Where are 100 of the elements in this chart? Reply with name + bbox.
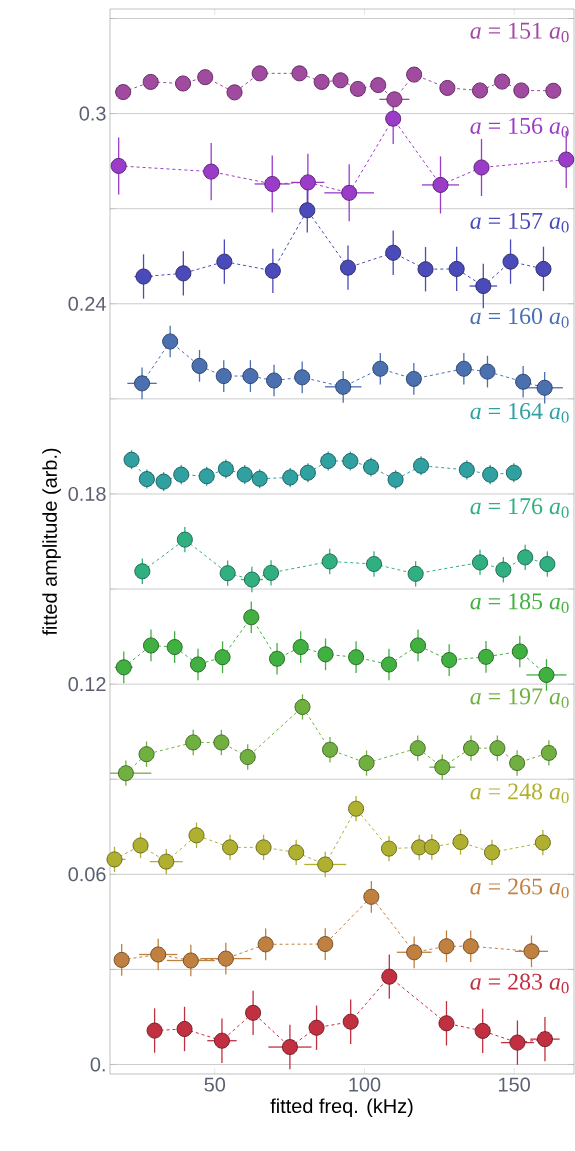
point: [348, 649, 365, 666]
point: [299, 464, 316, 481]
point: [432, 176, 449, 193]
point: [245, 1004, 262, 1021]
point: [313, 73, 330, 90]
point: [216, 253, 233, 270]
point: [288, 844, 305, 861]
point: [441, 652, 458, 669]
point: [134, 563, 151, 580]
point: [455, 360, 472, 377]
point: [251, 470, 268, 487]
point: [517, 549, 534, 566]
point: [363, 459, 380, 476]
point: [191, 357, 208, 374]
point: [219, 565, 236, 582]
y-axis-title: fitted amplitude (arb.): [42, 448, 61, 636]
point: [448, 260, 465, 277]
point: [439, 79, 456, 96]
point: [545, 82, 562, 99]
point: [342, 1013, 359, 1030]
point: [513, 82, 530, 99]
point: [321, 553, 338, 570]
point: [475, 278, 492, 295]
point: [386, 91, 403, 108]
point: [381, 656, 397, 673]
point: [146, 1022, 163, 1039]
point: [385, 244, 402, 261]
point: [132, 837, 149, 854]
point: [226, 84, 243, 101]
point: [473, 159, 490, 176]
point: [366, 556, 383, 573]
point: [264, 175, 281, 192]
point: [438, 938, 455, 955]
point: [299, 174, 316, 191]
point: [176, 531, 193, 548]
point: [162, 333, 179, 350]
series-label: a = 283 a$_{0}$: [470, 973, 569, 994]
series-label: a = 164 a$_{0}$: [470, 403, 569, 423]
point: [479, 363, 496, 380]
y-tick-label: 0.12: [68, 677, 106, 692]
point: [410, 637, 427, 654]
point: [175, 75, 192, 92]
point: [509, 1034, 526, 1051]
point: [239, 749, 256, 766]
point: [405, 370, 422, 387]
point: [243, 609, 260, 626]
x-axis-title: fitted freq. (kHz): [270, 1098, 413, 1118]
point: [317, 856, 334, 873]
point: [213, 1032, 230, 1049]
point: [197, 69, 214, 86]
point: [143, 637, 160, 654]
point: [257, 936, 274, 953]
point: [458, 461, 475, 478]
point: [213, 734, 230, 751]
point: [342, 452, 359, 469]
point: [266, 372, 283, 389]
point: [509, 755, 526, 772]
point: [110, 157, 127, 174]
point: [536, 1031, 553, 1048]
point: [482, 466, 499, 483]
point: [294, 369, 311, 386]
series-label: a = 157 a$_{0}$: [470, 212, 569, 233]
point: [363, 888, 380, 905]
point: [138, 746, 155, 763]
point: [539, 556, 556, 573]
point: [282, 469, 299, 486]
point: [358, 755, 375, 772]
point: [462, 938, 479, 955]
point: [173, 466, 190, 483]
y-tick-label: 0.06: [68, 867, 106, 882]
point: [222, 839, 239, 856]
point: [387, 471, 404, 488]
point: [190, 656, 207, 673]
point: [217, 460, 234, 477]
point: [417, 261, 434, 278]
point: [472, 554, 488, 571]
point: [198, 468, 215, 485]
point: [406, 66, 423, 83]
point: [406, 944, 423, 961]
point: [269, 650, 286, 667]
point: [505, 464, 522, 481]
point: [182, 952, 199, 969]
point: [538, 666, 555, 683]
point: [264, 262, 281, 279]
point: [251, 65, 268, 82]
y-tick-label: 0.: [90, 1057, 105, 1072]
point: [236, 466, 253, 483]
point: [477, 648, 494, 665]
point: [215, 368, 232, 385]
point: [335, 378, 352, 395]
point: [158, 853, 175, 870]
series-label: a = 197 a$_{0}$: [470, 688, 569, 709]
point: [381, 968, 398, 985]
point: [534, 834, 551, 851]
point: [217, 950, 234, 967]
point: [155, 473, 172, 490]
point: [317, 936, 334, 953]
point: [409, 740, 426, 757]
point: [515, 373, 532, 390]
point: [474, 1022, 491, 1039]
